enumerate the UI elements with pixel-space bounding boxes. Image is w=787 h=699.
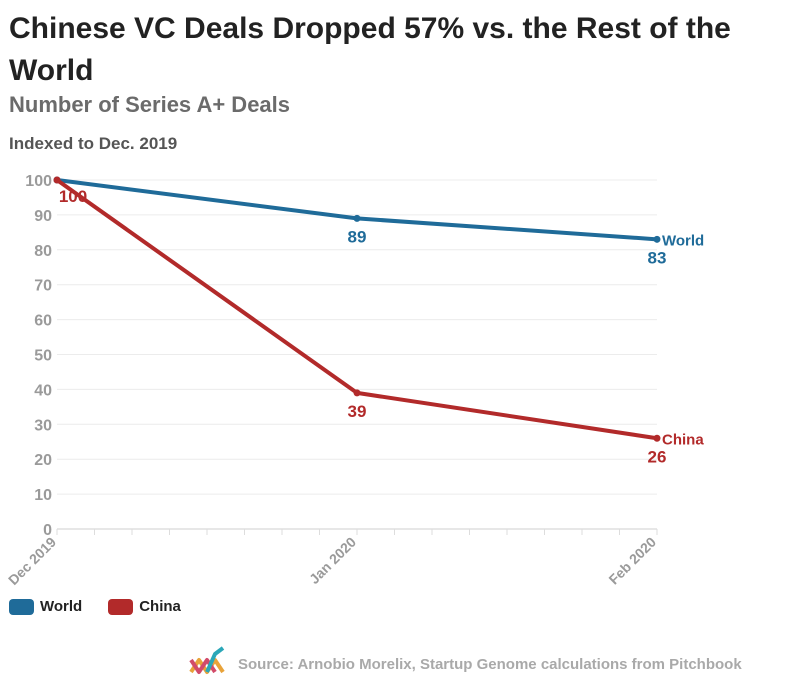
data-label: 39 <box>348 402 367 421</box>
y-tick-label: 0 <box>43 522 52 539</box>
legend-label-china: China <box>139 598 181 615</box>
y-tick-label: 60 <box>34 313 52 330</box>
legend-label-world: World <box>40 598 83 615</box>
data-point <box>53 176 61 184</box>
data-label: 100 <box>59 187 87 206</box>
series-end-label: World <box>662 232 704 249</box>
legend-item-china[interactable]: China <box>108 598 181 615</box>
source-note: Source: Arnobio Morelix, Startup Genome … <box>238 655 742 673</box>
legend: World China <box>9 598 207 615</box>
data-label: 26 <box>648 447 667 466</box>
series-end-label: China <box>662 431 704 448</box>
data-label: 83 <box>648 248 667 267</box>
data-point <box>653 434 661 442</box>
chart-note: Indexed to Dec. 2019 <box>9 134 178 153</box>
y-tick-label: 50 <box>34 348 52 365</box>
y-tick-label: 10 <box>34 487 52 504</box>
legend-swatch-china <box>108 598 134 615</box>
data-point <box>353 214 361 222</box>
legend-item-world[interactable]: World <box>9 598 82 615</box>
data-point <box>653 235 661 243</box>
x-tick-label: Jan 2020 <box>306 534 359 587</box>
y-tick-label: 70 <box>34 278 52 295</box>
footer: Source: Arnobio Morelix, Startup Genome … <box>188 644 742 684</box>
startup-genome-logo-icon <box>189 646 225 674</box>
chart-subtitle: Number of Series A+ Deals <box>9 92 291 117</box>
y-tick-label: 100 <box>25 173 52 190</box>
chart-title: Chinese VC Deals Dropped 57% vs. the Res… <box>9 12 731 87</box>
y-tick-label: 30 <box>34 417 52 434</box>
x-tick-label: Dec 2019 <box>5 534 59 588</box>
x-tick-label: Feb 2020 <box>605 534 659 588</box>
legend-swatch-world <box>9 598 34 615</box>
line-chart: 0 10 20 30 40 50 60 70 80 90 100 Dec 2019 Jan 2020 Fe… <box>5 173 704 588</box>
data-label: 89 <box>348 227 367 246</box>
y-tick-label: 90 <box>34 208 52 225</box>
y-tick-label: 40 <box>34 382 52 399</box>
y-tick-label: 20 <box>34 452 52 469</box>
y-tick-label: 80 <box>34 243 52 260</box>
data-point <box>353 389 361 397</box>
